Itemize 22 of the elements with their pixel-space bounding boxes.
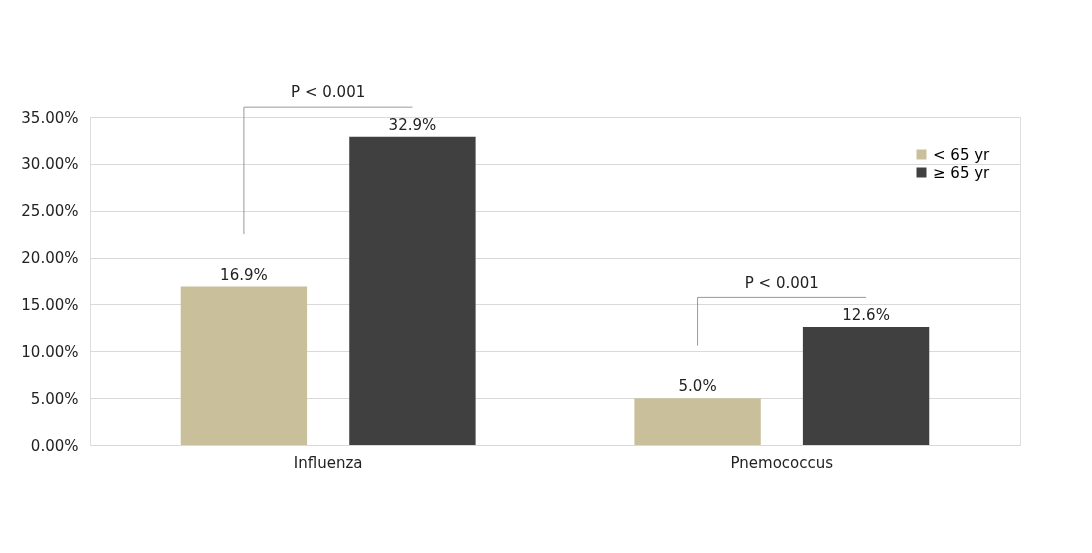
text: P < 0.001 xyxy=(291,83,366,102)
bar xyxy=(634,398,761,445)
y-tick-label: 0.00% xyxy=(30,436,79,455)
x-tick-label: Pnemococcus xyxy=(730,453,834,472)
data-label: 16.9% xyxy=(220,265,268,284)
legend-label: < 65 yr xyxy=(933,145,991,164)
legend-label: ≥ 65 yr xyxy=(933,163,991,182)
y-tick-label: 10.00% xyxy=(21,342,79,361)
y-tick-label: 25.00% xyxy=(21,202,79,221)
data-label: 5.0% xyxy=(678,377,717,396)
y-tick-label: 15.00% xyxy=(21,295,79,314)
bar xyxy=(349,136,476,445)
y-tick-label: 5.00% xyxy=(30,389,79,408)
bar xyxy=(802,326,930,445)
y-tick-label: 20.00% xyxy=(21,249,79,268)
y-tick-label: 30.00% xyxy=(21,155,79,174)
annotation: P < 0.001 xyxy=(744,273,819,292)
bar xyxy=(180,286,308,445)
x-tick-label: Influenza xyxy=(293,453,363,472)
data-label: 32.9% xyxy=(388,115,437,134)
data-label: 12.6% xyxy=(842,305,890,324)
y-tick-label: 35.00% xyxy=(21,108,79,127)
